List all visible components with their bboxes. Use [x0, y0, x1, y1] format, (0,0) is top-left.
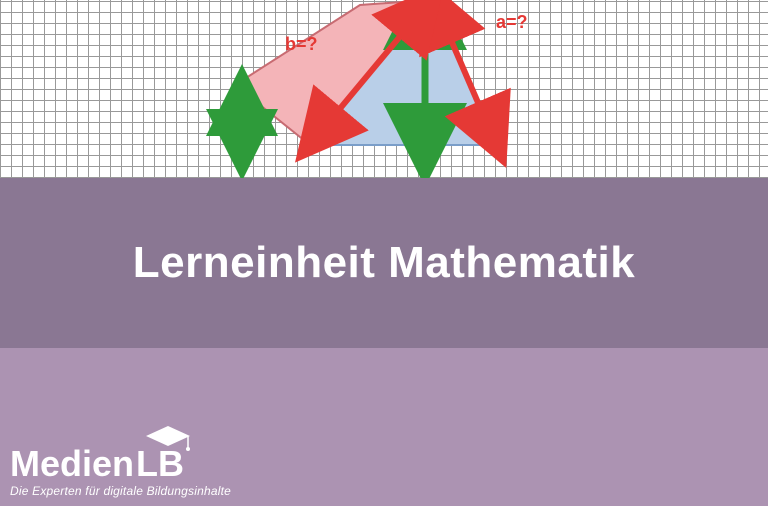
title-band: Lerneinheit Mathematik	[0, 178, 768, 348]
label-a: a=?	[496, 12, 528, 32]
bottom-band: Medien LB Die Experten für digitale Bild…	[0, 348, 768, 506]
logo-tagline: Die Experten für digitale Bildungsinhalt…	[10, 484, 231, 498]
page-title: Lerneinheit Mathematik	[133, 238, 635, 288]
logo-main: Medien LB	[10, 446, 231, 482]
logo-secondary-wrap: LB	[136, 446, 184, 482]
prism-diagram: b=? a=?	[180, 0, 600, 178]
grid-background: b=? a=?	[0, 0, 768, 178]
logo-text-primary: Medien	[10, 446, 134, 482]
brand-logo: Medien LB Die Experten für digitale Bild…	[10, 446, 231, 498]
graduation-cap-icon	[144, 424, 192, 454]
label-b: b=?	[285, 34, 318, 54]
